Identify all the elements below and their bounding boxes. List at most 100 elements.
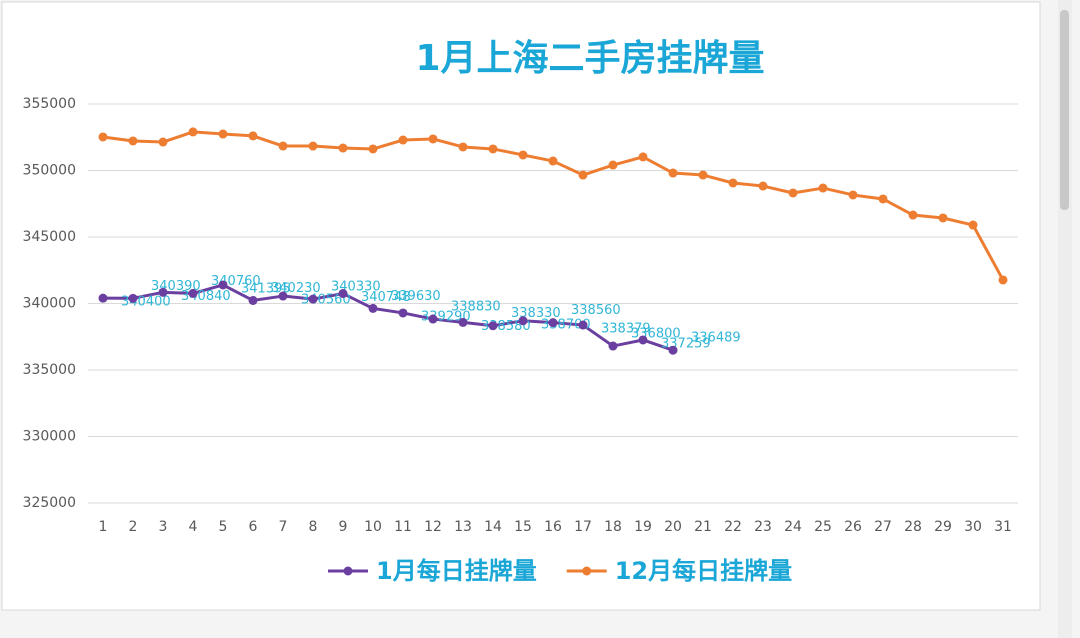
data-point <box>518 316 528 326</box>
y-tick-label: 325000 <box>23 495 76 511</box>
data-point <box>458 142 468 152</box>
x-tick-label: 16 <box>544 519 562 535</box>
data-point <box>368 303 378 313</box>
x-tick-label: 6 <box>249 519 258 535</box>
data-point <box>488 321 498 331</box>
data-point <box>308 294 318 304</box>
data-point <box>398 135 408 145</box>
data-point <box>248 131 258 141</box>
data-point <box>938 213 948 223</box>
y-tick-label: 345000 <box>23 229 76 245</box>
data-point <box>548 156 558 166</box>
data-label: 338560 <box>571 303 621 318</box>
x-tick-label: 14 <box>484 519 502 535</box>
data-point <box>308 141 318 151</box>
x-tick-label: 2 <box>129 519 138 535</box>
data-point <box>998 275 1008 285</box>
x-tick-label: 29 <box>934 519 952 535</box>
x-tick-label: 15 <box>514 519 532 535</box>
x-tick-label: 21 <box>694 519 712 535</box>
data-point <box>818 183 828 193</box>
data-point <box>218 129 228 139</box>
data-point <box>428 134 438 144</box>
data-point <box>218 280 228 290</box>
data-point <box>398 308 408 318</box>
data-point <box>128 293 138 303</box>
x-tick-label: 28 <box>904 519 922 535</box>
x-tick-label: 11 <box>394 519 412 535</box>
data-point <box>908 210 918 220</box>
data-point <box>368 144 378 154</box>
legend-marker <box>582 566 592 576</box>
data-point <box>878 194 888 204</box>
x-tick-label: 27 <box>874 519 892 535</box>
data-point <box>728 178 738 188</box>
data-point <box>638 152 648 162</box>
x-tick-label: 12 <box>424 519 442 535</box>
x-tick-label: 8 <box>309 519 318 535</box>
x-tick-label: 4 <box>189 519 198 535</box>
y-tick-label: 355000 <box>23 96 76 112</box>
data-point <box>518 150 528 160</box>
data-point <box>338 289 348 299</box>
data-point <box>488 144 498 154</box>
data-point <box>428 314 438 324</box>
x-tick-label: 20 <box>664 519 682 535</box>
data-point <box>278 291 288 301</box>
series-line <box>102 283 674 352</box>
data-label: 341395 <box>241 281 291 296</box>
x-tick-label: 19 <box>634 519 652 535</box>
data-point <box>158 137 168 147</box>
data-point <box>248 295 258 305</box>
data-point <box>458 317 468 327</box>
x-tick-label: 1 <box>99 519 108 535</box>
data-point <box>158 287 168 297</box>
x-tick-label: 18 <box>604 519 622 535</box>
scrollbar-thumb[interactable] <box>1060 10 1069 210</box>
data-point <box>188 288 198 298</box>
data-point <box>758 181 768 191</box>
data-point <box>788 188 798 198</box>
x-tick-label: 3 <box>159 519 168 535</box>
x-tick-label: 31 <box>994 519 1012 535</box>
data-point <box>548 318 558 328</box>
data-label: 338830 <box>451 300 501 315</box>
legend-marker <box>343 566 353 576</box>
data-point <box>278 141 288 151</box>
data-point <box>968 220 978 230</box>
x-tick-label: 24 <box>784 519 802 535</box>
data-point <box>98 132 108 142</box>
data-point <box>848 190 858 200</box>
x-tick-label: 9 <box>339 519 348 535</box>
data-point <box>338 143 348 153</box>
data-point <box>608 341 618 351</box>
legend-label: 12月每日挂牌量 <box>615 557 792 585</box>
x-tick-label: 5 <box>219 519 228 535</box>
data-point <box>578 320 588 330</box>
x-tick-label: 13 <box>454 519 472 535</box>
x-tick-label: 17 <box>574 519 592 535</box>
data-point <box>98 293 108 303</box>
data-point <box>578 170 588 180</box>
x-tick-label: 23 <box>754 519 772 535</box>
data-label: 340400 <box>121 295 171 310</box>
chart-title: 1月上海二手房挂牌量 <box>415 38 764 79</box>
data-label: 339630 <box>391 289 441 304</box>
data-point <box>668 168 678 178</box>
data-point <box>608 160 618 170</box>
data-label: 340748 <box>361 290 411 305</box>
y-tick-label: 350000 <box>23 163 76 179</box>
chart-card <box>1 1 1041 611</box>
x-tick-label: 26 <box>844 519 862 535</box>
data-point <box>128 136 138 146</box>
x-tick-label: 30 <box>964 519 982 535</box>
legend-label: 1月每日挂牌量 <box>376 557 537 585</box>
data-label: 340840 <box>181 289 231 304</box>
y-tick-label: 340000 <box>23 296 76 312</box>
x-tick-label: 22 <box>724 519 742 535</box>
data-label: 338379 <box>601 322 651 337</box>
y-tick-label: 335000 <box>23 362 76 378</box>
data-point <box>188 127 198 137</box>
y-tick-label: 330000 <box>23 429 76 445</box>
